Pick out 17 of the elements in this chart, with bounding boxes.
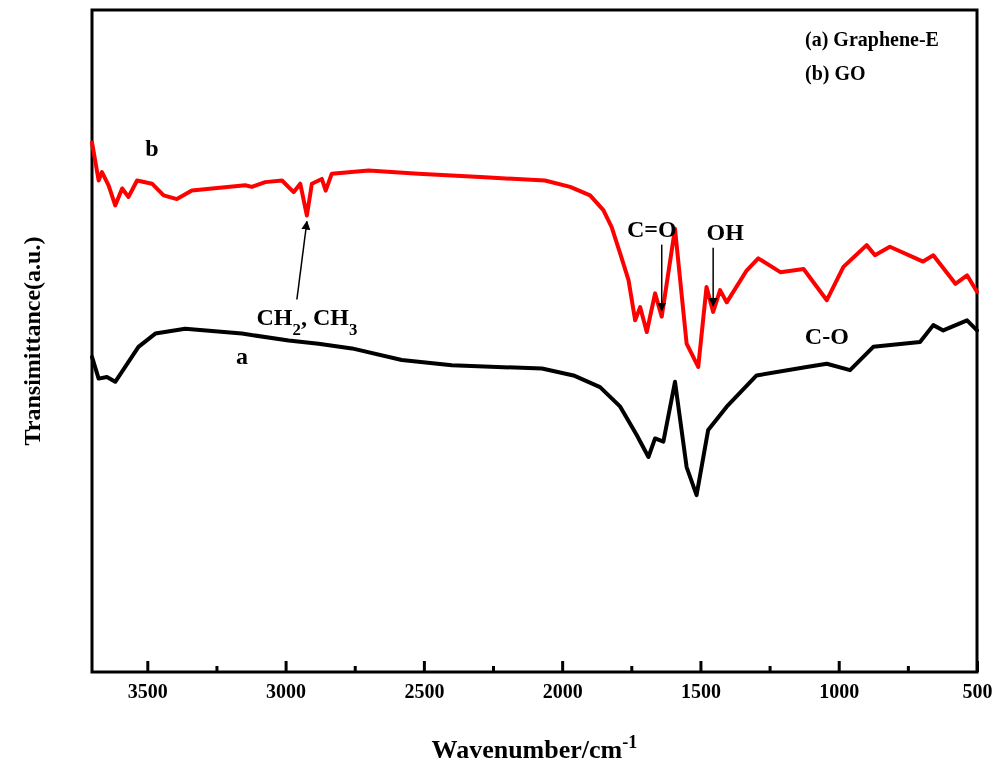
x-tick-label: 3500 xyxy=(127,680,168,703)
y-axis-title: Transimittance(a.u.) xyxy=(19,236,45,446)
annotation: OH xyxy=(706,218,745,245)
annotation: C=O xyxy=(626,215,677,242)
x-axis-title: Wavenumber/cm$^{-1}$ xyxy=(431,732,638,764)
text: (b) GO xyxy=(805,62,866,85)
x-tick-label: 2500 xyxy=(404,680,445,703)
text: (a) Graphene-E xyxy=(805,28,939,51)
series-label: b xyxy=(145,134,159,161)
x-tick-label: 1500 xyxy=(680,680,721,703)
x-tick-label: 1000 xyxy=(819,680,860,703)
x-tick-label: 2000 xyxy=(542,680,583,703)
annotation: C-O xyxy=(804,323,849,350)
x-tick-label: 3000 xyxy=(266,680,307,703)
series-label: a xyxy=(235,342,248,369)
annotation: CH$_{2}$, CH$_{3}$ xyxy=(256,304,358,339)
x-tick-label: 500 xyxy=(962,680,993,703)
